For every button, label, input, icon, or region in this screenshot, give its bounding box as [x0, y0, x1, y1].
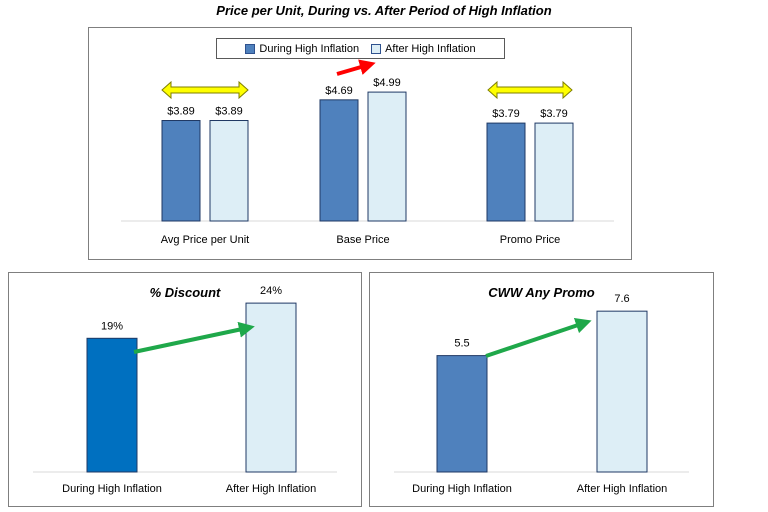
yellow-double-arrow-icon	[161, 80, 249, 100]
page-title: Price per Unit, During vs. After Period …	[216, 3, 552, 18]
bar-during	[161, 120, 201, 222]
bar-after	[596, 310, 648, 473]
price-per-unit-chart: During High Inflation After High Inflati…	[88, 27, 632, 260]
bar-during	[86, 337, 138, 473]
data-label: $4.69	[325, 85, 353, 97]
data-label: 24%	[260, 285, 282, 297]
green-arrow-up-icon	[485, 317, 592, 358]
legend-item-after: After High Inflation	[371, 43, 476, 55]
data-label: $3.79	[492, 108, 520, 120]
price-per-unit-plot: $3.89 $3.89 Avg Price per Unit $4.69 $4.99 Ba…	[121, 59, 614, 246]
discount-chart-title: % Discount	[149, 285, 221, 300]
bar-after	[534, 122, 574, 222]
cww-promo-plot: 5.5 During High Inflation 7.6 After High In…	[394, 293, 689, 495]
data-label: $3.89	[167, 106, 195, 118]
legend-swatch-after	[371, 43, 382, 54]
data-label: $4.99	[373, 77, 401, 89]
legend-label-after: After High Inflation	[385, 42, 476, 55]
yellow-double-arrow-icon	[487, 80, 573, 100]
discount-chart: % Discount 19% During High Inflation 24% Af…	[8, 272, 362, 507]
data-label: 5.5	[454, 338, 469, 350]
discount-plot: 19% During High Inflation 24% After High In…	[33, 285, 337, 495]
category-label: After High Inflation	[226, 483, 317, 495]
category-label: Promo Price	[500, 234, 561, 246]
legend-item-during: During High Inflation	[245, 43, 359, 55]
cww-promo-chart: CWW Any Promo 5.5 During High Inflation 7.…	[369, 272, 714, 507]
green-arrow-up-icon	[133, 321, 255, 354]
category-label: During High Inflation	[62, 483, 162, 495]
red-arrow-up-icon	[336, 59, 376, 76]
legend-swatch-during	[245, 43, 256, 54]
bar-during	[486, 122, 526, 222]
chart-legend: During High Inflation After High Inflati…	[216, 38, 505, 59]
data-label: $3.79	[540, 108, 568, 120]
bar-during	[319, 99, 359, 222]
data-label: $3.89	[215, 106, 243, 118]
category-label: Avg Price per Unit	[161, 234, 249, 246]
category-label: Base Price	[336, 234, 389, 246]
legend-label-during: During High Inflation	[259, 42, 360, 55]
category-label: After High Inflation	[577, 483, 668, 495]
bar-after	[209, 120, 249, 222]
bar-after	[245, 302, 297, 473]
data-label: 19%	[101, 320, 123, 332]
bar-after	[367, 91, 407, 222]
cww-promo-chart-title: CWW Any Promo	[488, 285, 595, 300]
bar-during	[436, 355, 488, 473]
data-label: 7.6	[614, 293, 629, 305]
category-label: During High Inflation	[412, 483, 512, 495]
